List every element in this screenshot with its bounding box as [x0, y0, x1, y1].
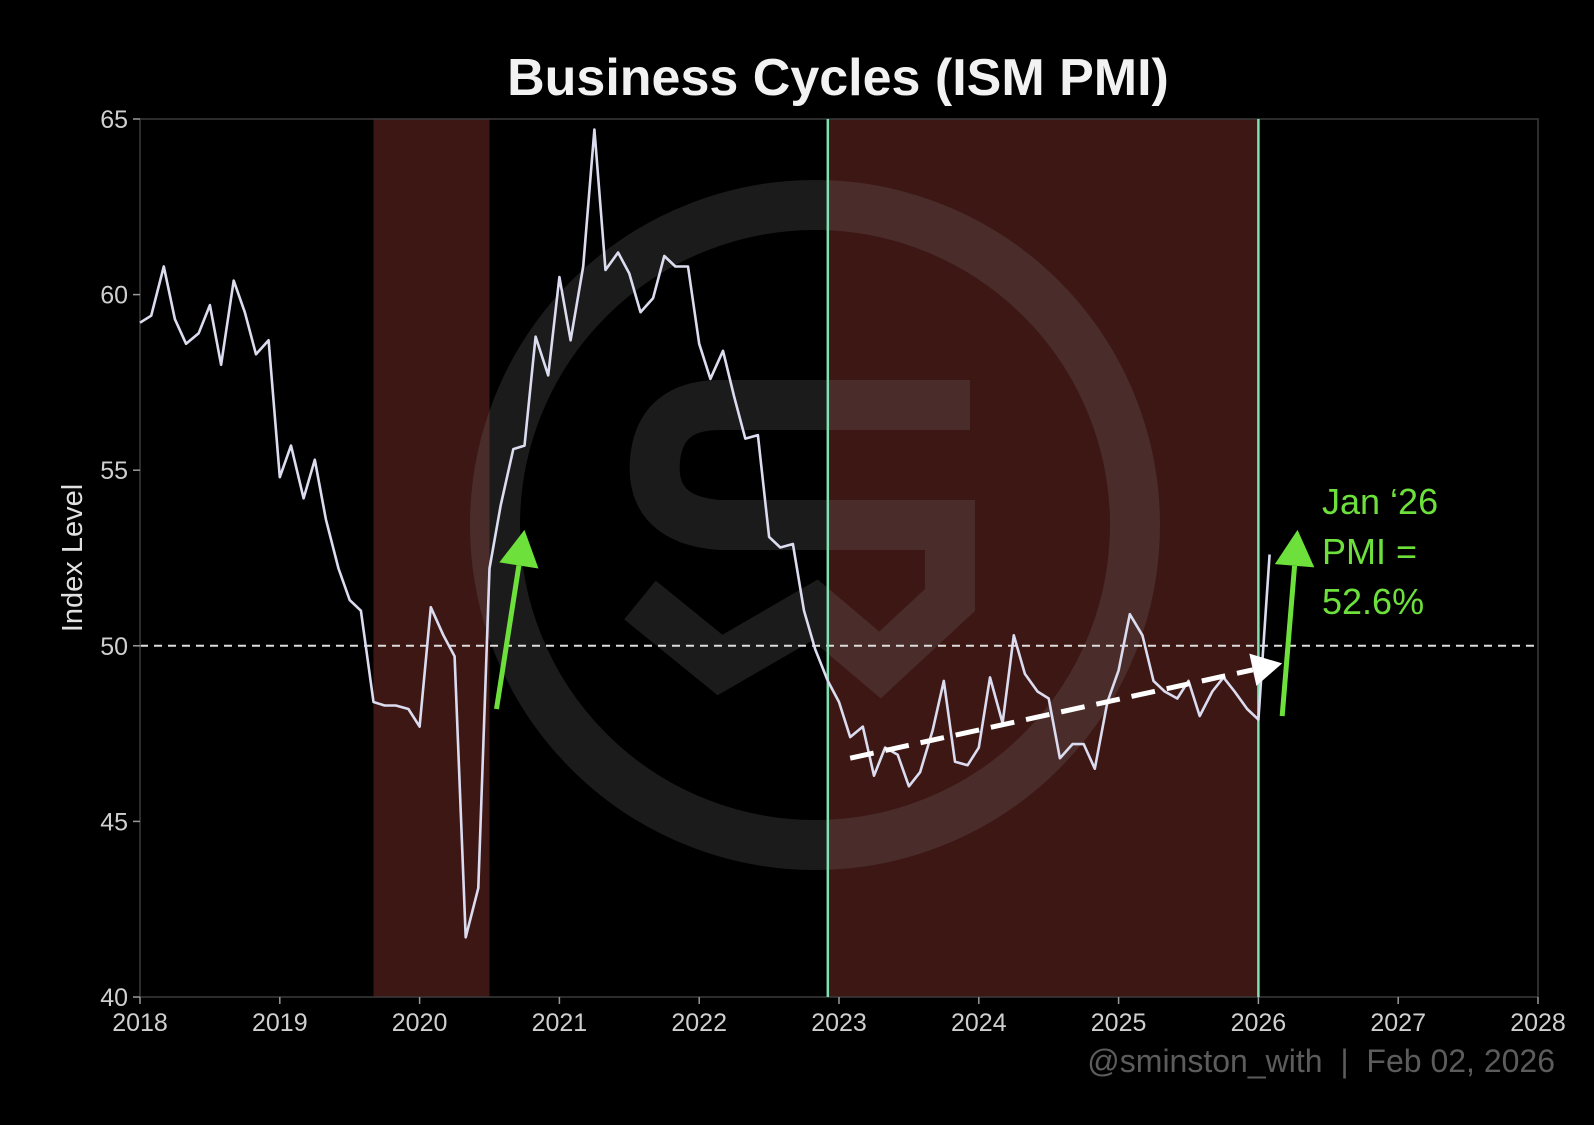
pmi-annotation: Jan ‘26 PMI = 52.6%	[1322, 481, 1438, 622]
x-tick-label-2025: 2025	[1091, 1009, 1147, 1037]
y-tick-label-60: 60	[100, 282, 128, 310]
shaded-regions	[373, 119, 1259, 997]
y-tick-label-40: 40	[100, 984, 128, 1012]
trend-arrow-shaft	[849, 667, 1254, 761]
pmi-series	[139, 128, 1271, 939]
green-arrow-1-shaft	[494, 565, 522, 710]
x-tick-label-2022: 2022	[671, 1009, 727, 1037]
arrows	[494, 529, 1315, 761]
y-tick-label-45: 45	[100, 808, 128, 836]
annotation-line-3: 52.6%	[1322, 581, 1424, 622]
trend-arrow-head	[1249, 653, 1283, 686]
x-tick-label-2018: 2018	[112, 1009, 168, 1037]
x-tick-label-2019: 2019	[252, 1009, 308, 1037]
x-tick-label-2028: 2028	[1510, 1009, 1566, 1037]
x-tick-label-2024: 2024	[951, 1009, 1007, 1037]
cycle-markers	[826, 119, 1260, 997]
y-tick-label-65: 65	[100, 106, 128, 134]
x-tick-label-2021: 2021	[532, 1009, 588, 1037]
y-axis-label: Index Level	[57, 484, 89, 632]
watermark-logo	[470, 180, 1160, 870]
x-tick-label-2023: 2023	[811, 1009, 867, 1037]
x-tick-label-2027: 2027	[1370, 1009, 1426, 1037]
y-tick-label-50: 50	[100, 633, 128, 661]
axes: 40 45 50 55 60 65 2018 2019 2020 2021 2022 2023 2024…	[100, 106, 1566, 1037]
shaded-region-1	[373, 119, 490, 997]
green-arrow-2-head	[1274, 529, 1315, 568]
annotation-line-1: Jan ‘26	[1322, 481, 1438, 522]
green-arrow-2	[1274, 529, 1315, 717]
x-tick-label-2020: 2020	[392, 1009, 448, 1037]
annotation-line-2: PMI =	[1322, 531, 1417, 572]
credit-text: @sminston_with | Feb 02, 2026	[1087, 1043, 1555, 1079]
y-tick-label-55: 55	[100, 457, 128, 485]
green-arrow-1	[494, 529, 539, 710]
series-line-1	[139, 128, 1271, 939]
trend-arrow	[849, 653, 1283, 761]
green-arrow-1-head	[499, 529, 539, 569]
green-arrow-2-shaft	[1279, 565, 1298, 717]
x-tick-label-2026: 2026	[1231, 1009, 1287, 1037]
shaded-region-2	[827, 119, 1259, 997]
chart-title: Business Cycles (ISM PMI)	[507, 49, 1169, 107]
